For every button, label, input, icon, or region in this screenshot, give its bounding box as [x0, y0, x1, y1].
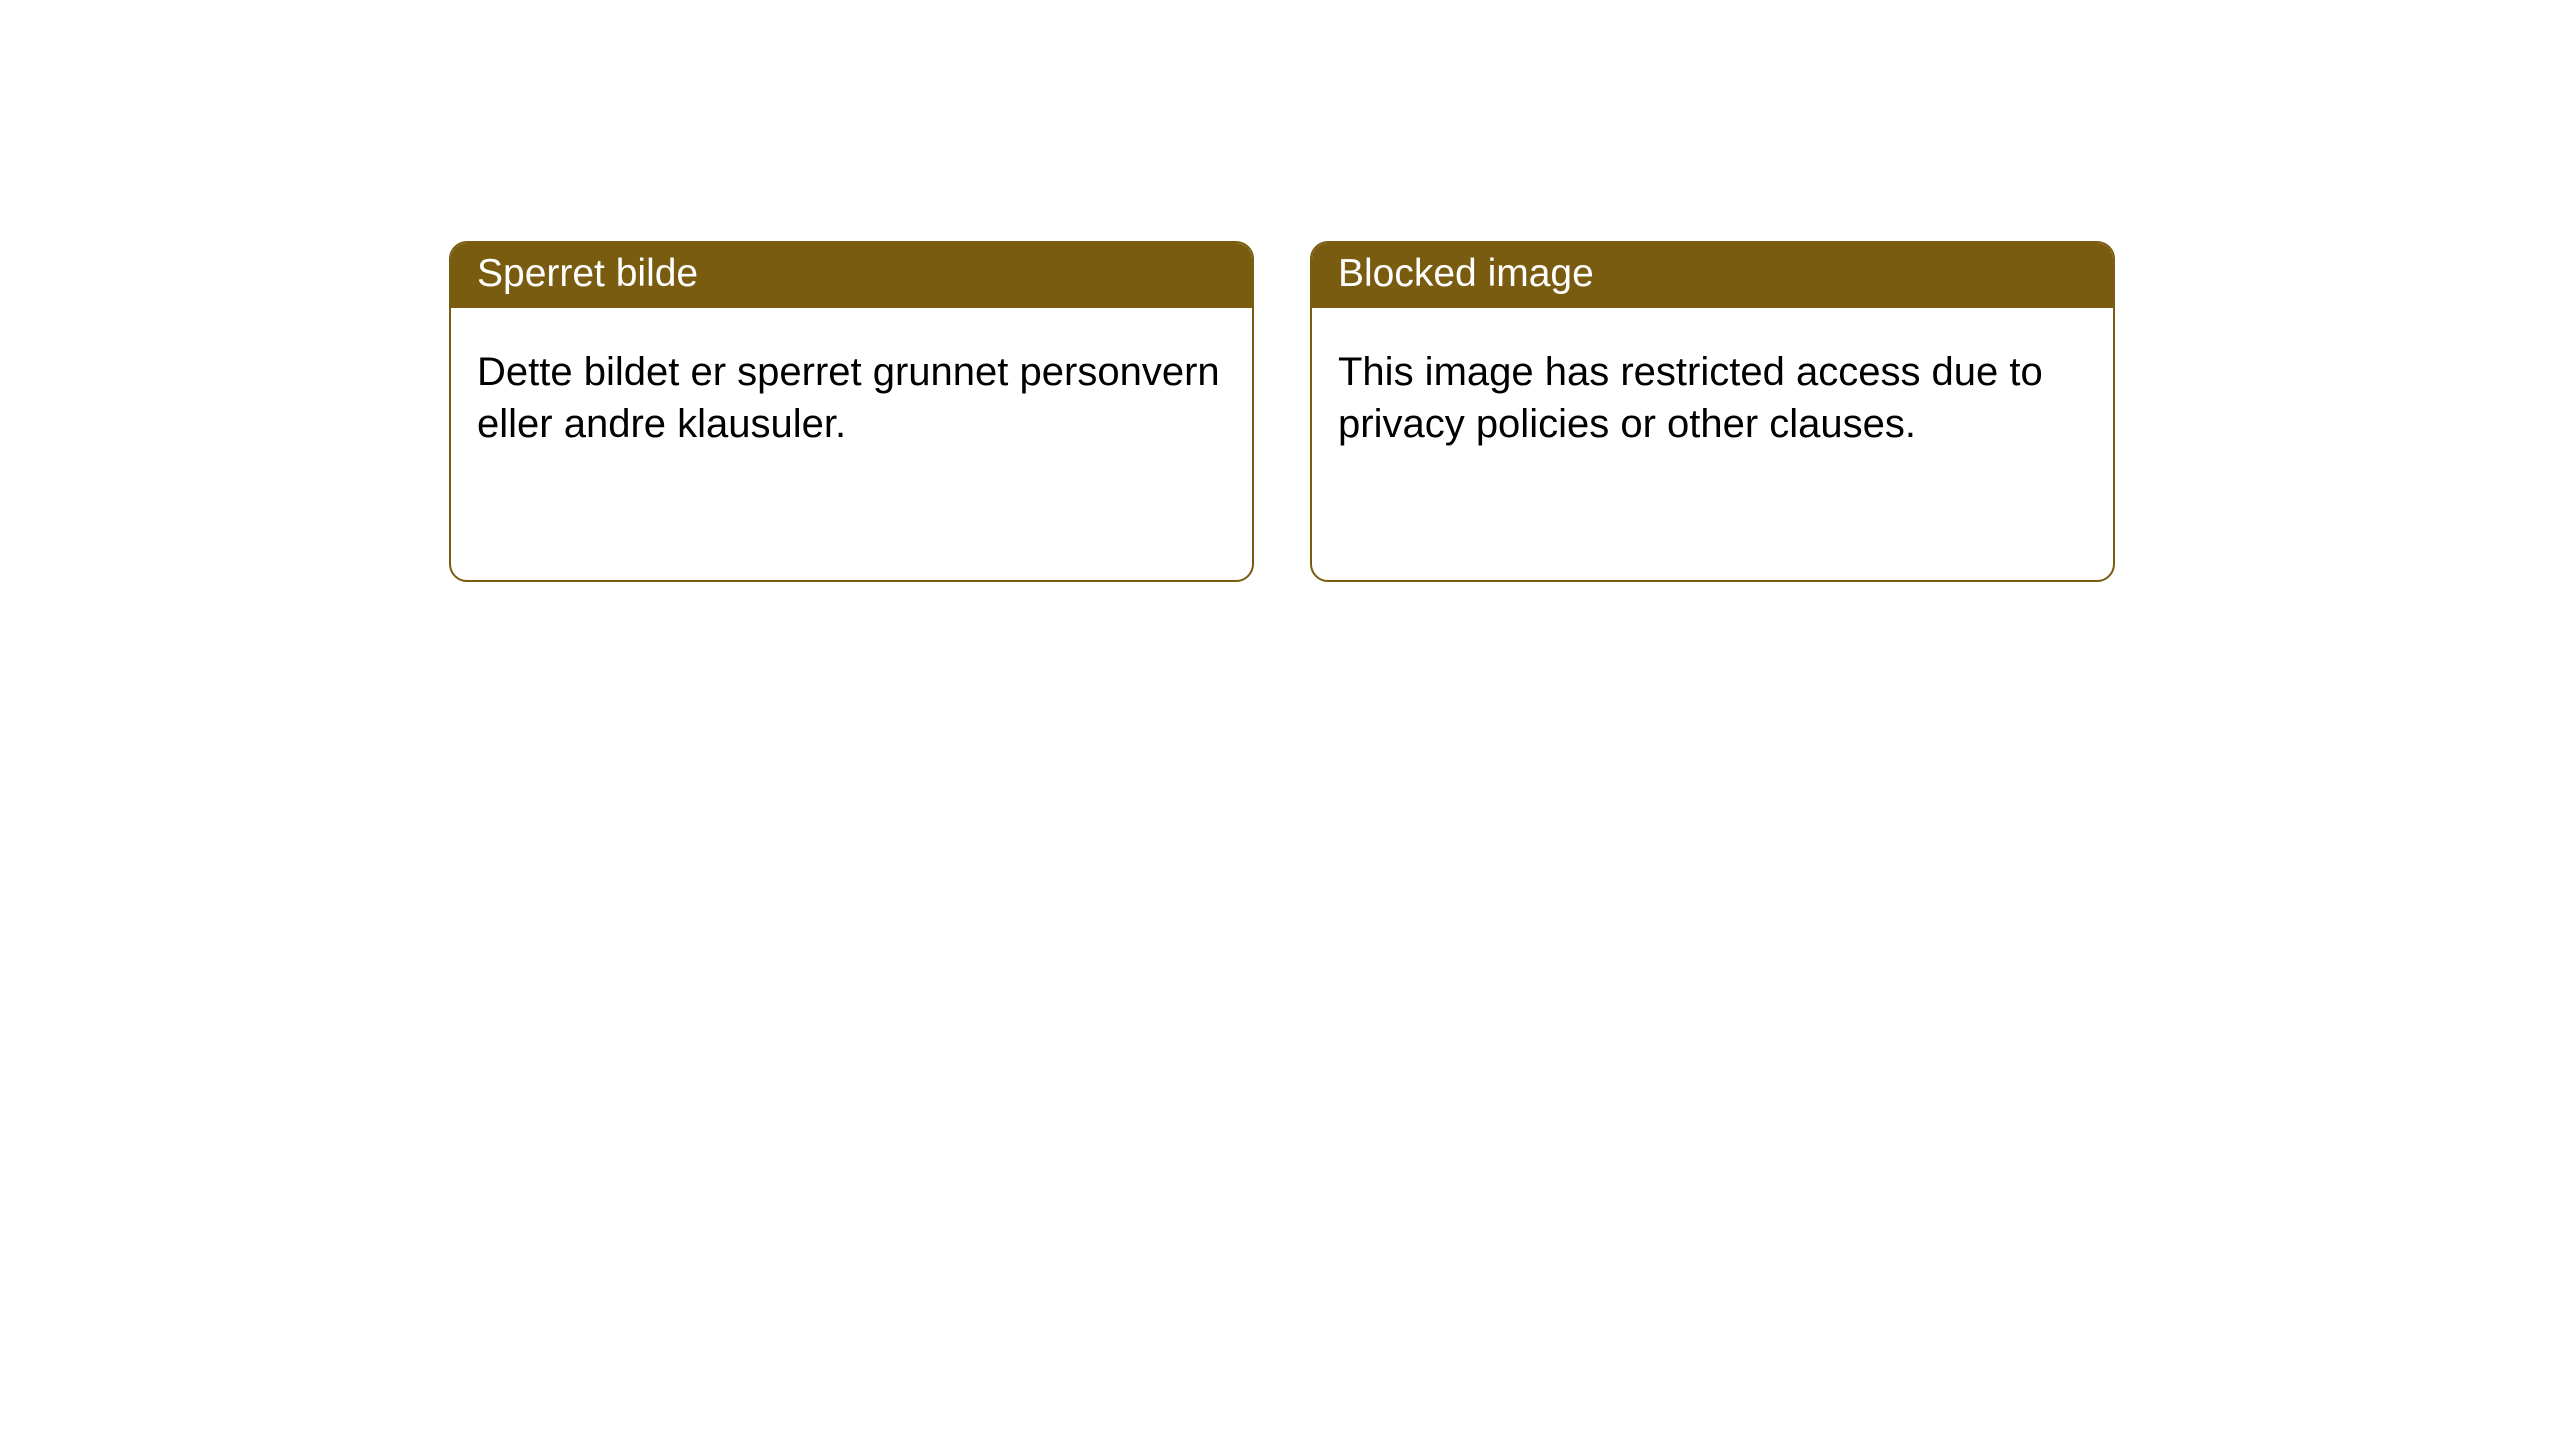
blocked-image-card-english: Blocked image This image has restricted …	[1310, 241, 2115, 582]
card-body-english: This image has restricted access due to …	[1312, 308, 2113, 476]
card-title-norwegian: Sperret bilde	[451, 243, 1252, 308]
card-body-norwegian: Dette bildet er sperret grunnet personve…	[451, 308, 1252, 476]
card-title-english: Blocked image	[1312, 243, 2113, 308]
blocked-image-card-norwegian: Sperret bilde Dette bildet er sperret gr…	[449, 241, 1254, 582]
notice-container: Sperret bilde Dette bildet er sperret gr…	[0, 0, 2560, 582]
